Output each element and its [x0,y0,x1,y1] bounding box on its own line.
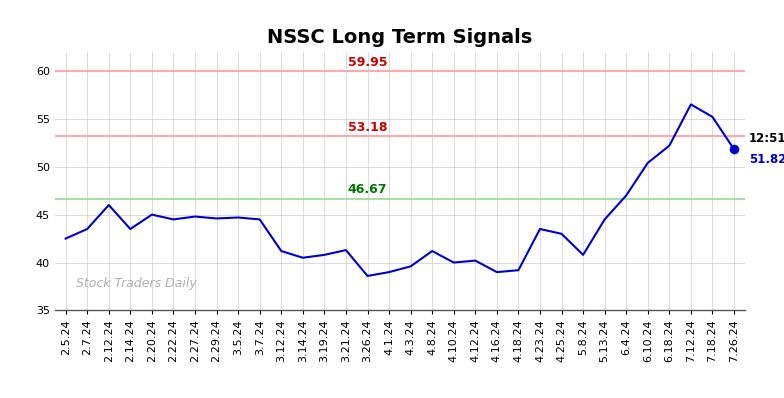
Text: Stock Traders Daily: Stock Traders Daily [75,277,196,290]
Text: 51.82: 51.82 [749,153,784,166]
Text: 46.67: 46.67 [348,183,387,196]
Text: 53.18: 53.18 [348,121,387,134]
Text: 59.95: 59.95 [348,56,387,69]
Point [728,146,740,152]
Text: 12:51: 12:51 [749,133,784,145]
Title: NSSC Long Term Signals: NSSC Long Term Signals [267,28,532,47]
